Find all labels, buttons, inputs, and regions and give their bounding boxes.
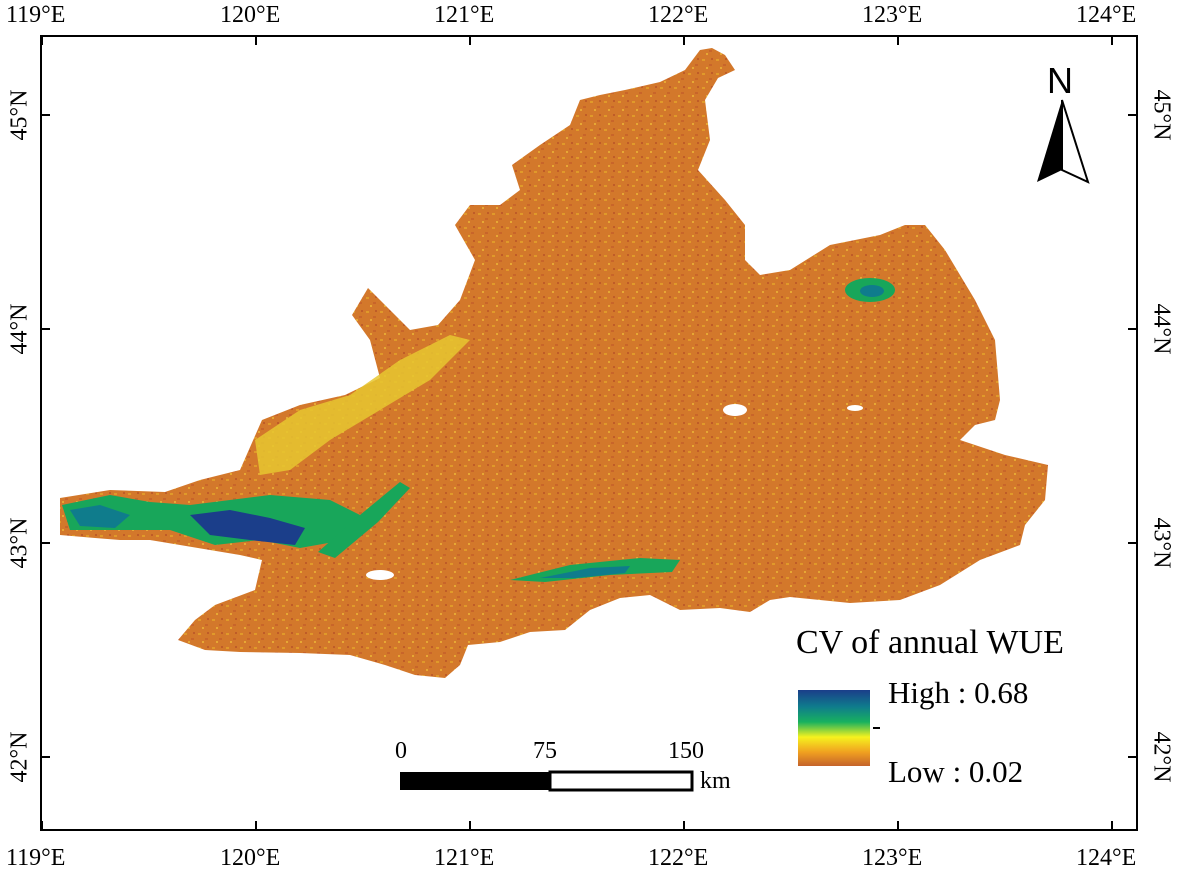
legend-low-label: Low : 0.02: [888, 754, 1023, 790]
lon-label-top: 122°E: [648, 3, 708, 27]
legend-color-ramp: [798, 690, 870, 766]
lon-label-top: 124°E: [1076, 3, 1136, 27]
lat-label-right: 43°N: [1148, 518, 1175, 569]
lon-label-bottom: 122°E: [648, 846, 708, 870]
north-label: N: [1047, 60, 1073, 102]
scale-tick-label: 75: [533, 738, 557, 765]
lon-label-bottom: 119°E: [6, 846, 65, 870]
lat-label-left: 43°N: [7, 518, 34, 569]
lat-label-left: 45°N: [7, 90, 34, 141]
lon-label-top: 120°E: [220, 3, 280, 27]
lat-label-right: 42°N: [1148, 732, 1175, 783]
scale-tick-label: 0: [395, 738, 407, 765]
scale-unit-label: km: [700, 768, 731, 795]
lon-label-top: 121°E: [434, 3, 494, 27]
lat-label-left: 42°N: [7, 732, 34, 783]
lat-label-right: 45°N: [1148, 90, 1175, 141]
lat-label-left: 44°N: [7, 304, 34, 355]
legend-high-label: High : 0.68: [888, 675, 1028, 711]
lon-label-top: 119°E: [6, 3, 65, 27]
legend-title: CV of annual WUE: [796, 624, 1064, 662]
lon-label-bottom: 123°E: [862, 846, 922, 870]
lon-label-bottom: 124°E: [1076, 846, 1136, 870]
lon-label-bottom: 120°E: [220, 846, 280, 870]
scale-tick-label: 150: [668, 738, 704, 765]
lat-label-right: 44°N: [1148, 304, 1175, 355]
map-frame: [40, 35, 1138, 831]
lon-label-top: 123°E: [862, 3, 922, 27]
lon-label-bottom: 121°E: [434, 846, 494, 870]
